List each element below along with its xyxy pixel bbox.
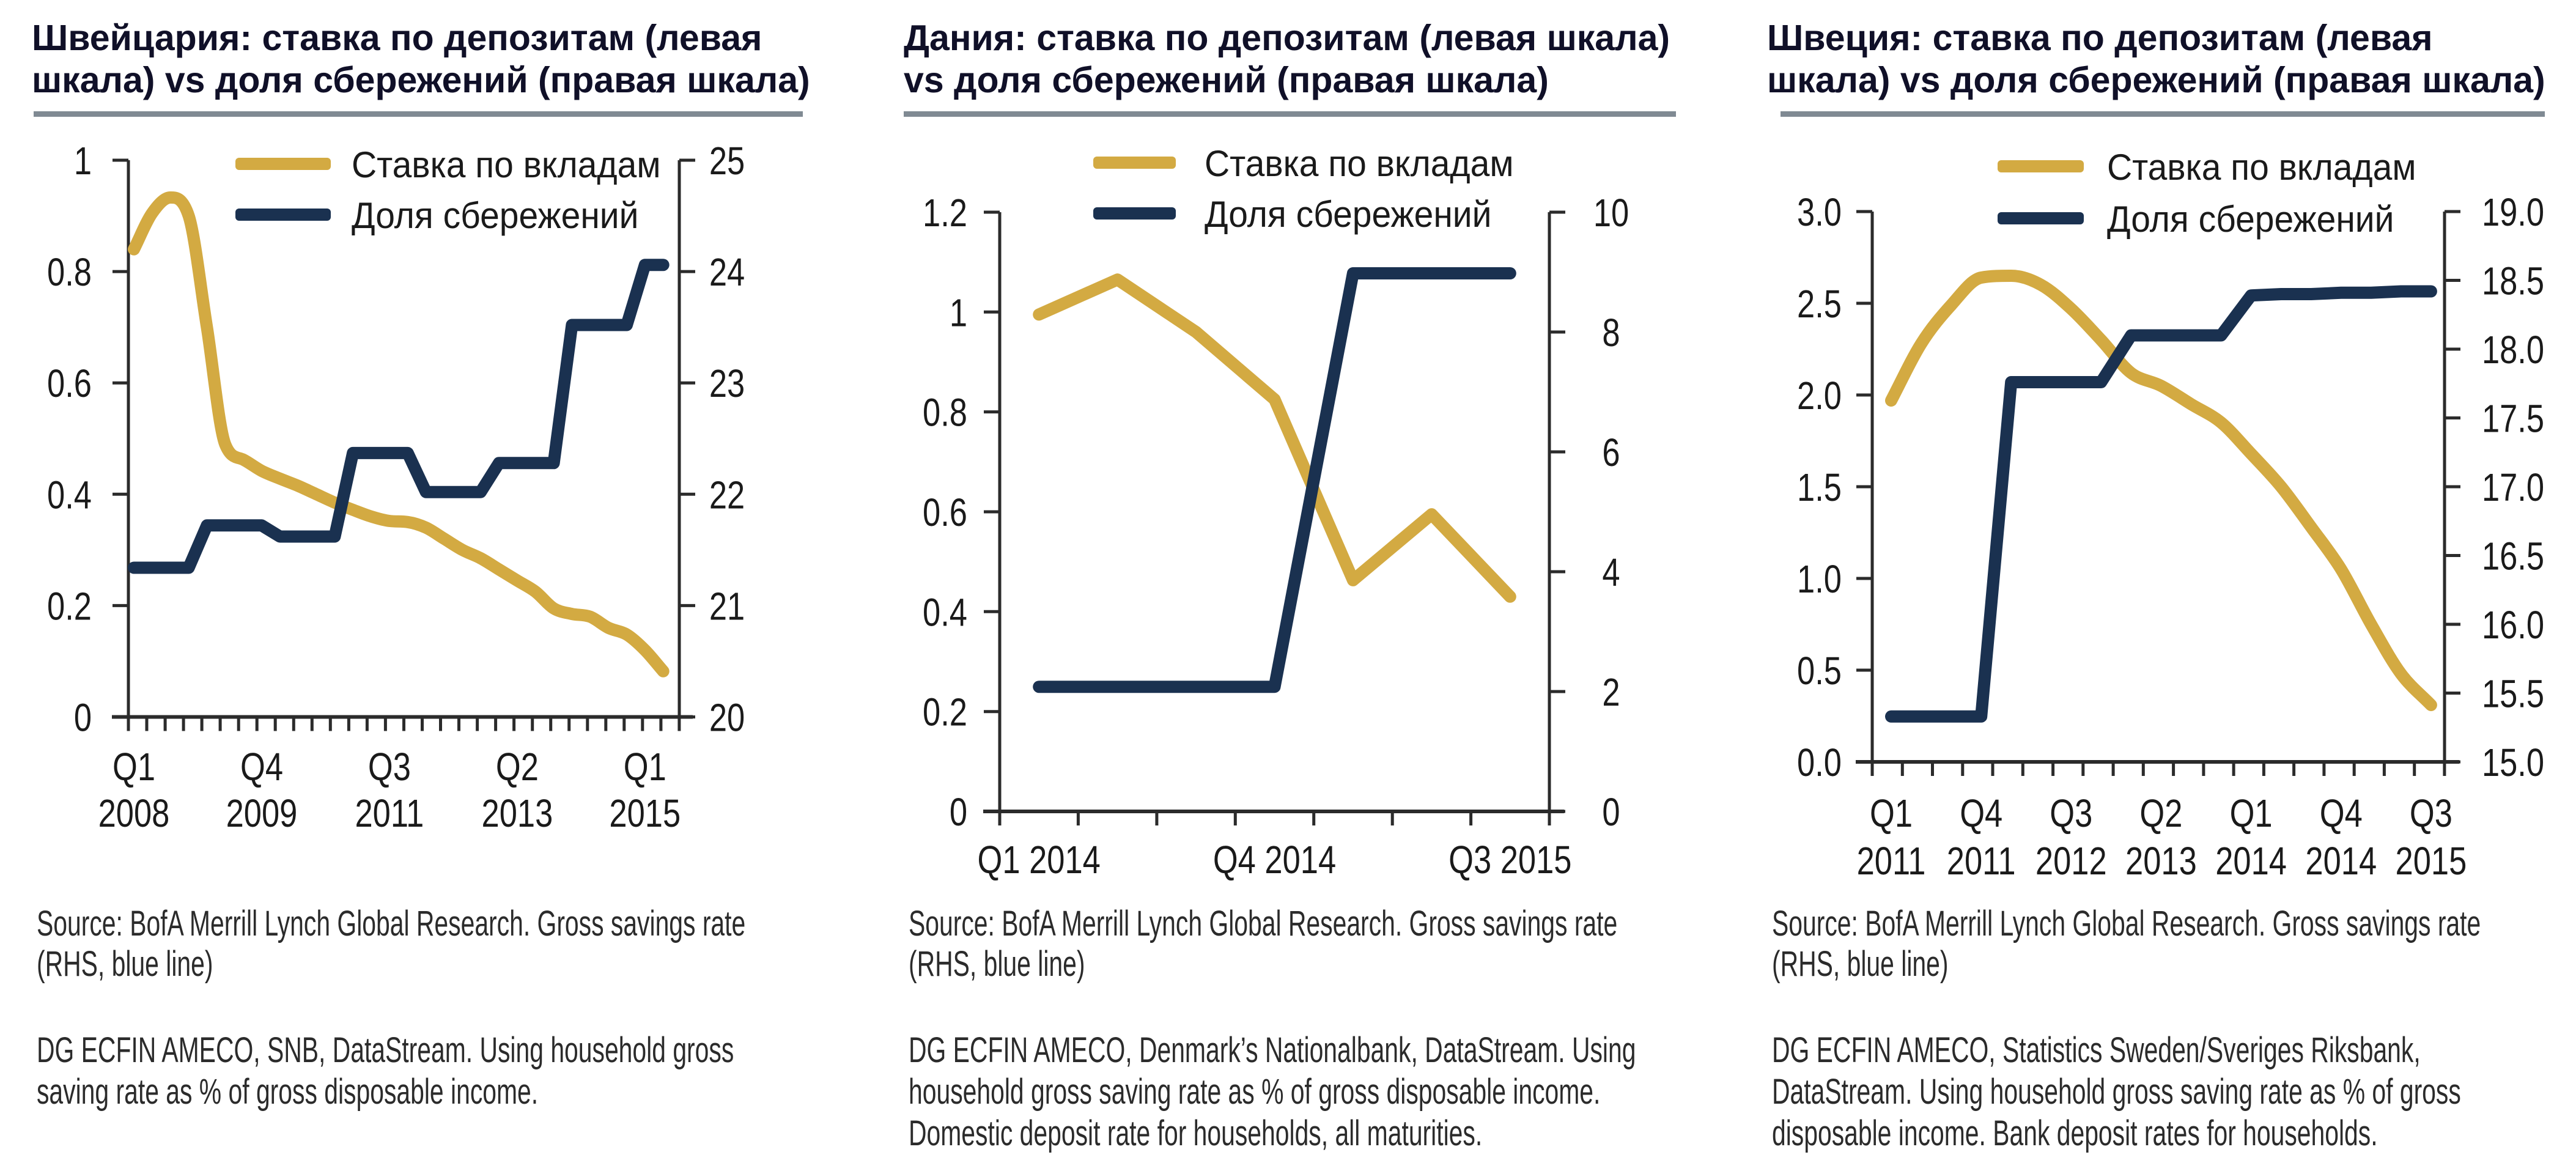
svg-text:Швейцария: ставка по депозитам: Швейцария: ставка по депозитам (левая xyxy=(32,18,762,58)
svg-text:Source: BofA Merrill Lynch Glo: Source: BofA Merrill Lynch Global Resear… xyxy=(1772,904,2481,943)
svg-text:Q1: Q1 xyxy=(113,745,155,789)
svg-text:DG ECFIN AMECO, SNB, DataStrea: DG ECFIN AMECO, SNB, DataStream. Using h… xyxy=(37,1030,734,1070)
svg-text:0.4: 0.4 xyxy=(47,473,92,517)
svg-text:1.2: 1.2 xyxy=(923,191,967,235)
svg-text:2014: 2014 xyxy=(2305,840,2377,883)
svg-text:Q1: Q1 xyxy=(624,745,666,789)
svg-text:Q1 2014: Q1 2014 xyxy=(978,838,1101,882)
svg-text:2014: 2014 xyxy=(2215,840,2287,883)
svg-text:0.0: 0.0 xyxy=(1797,741,1842,785)
svg-text:2013: 2013 xyxy=(482,792,553,835)
svg-text:Q3: Q3 xyxy=(2050,792,2092,835)
svg-text:DG ECFIN AMECO, Denmark’s Nati: DG ECFIN AMECO, Denmark’s Nationalbank, … xyxy=(909,1030,1636,1070)
svg-text:Q1: Q1 xyxy=(1870,792,1913,835)
svg-text:19.0: 19.0 xyxy=(2482,191,2544,234)
svg-text:1: 1 xyxy=(950,291,967,334)
svg-text:Source: BofA Merrill Lynch Glo: Source: BofA Merrill Lynch Global Resear… xyxy=(37,904,745,943)
svg-text:2012: 2012 xyxy=(2035,840,2107,883)
svg-text:DataStream. Using household gr: DataStream. Using household gross saving… xyxy=(1772,1072,2461,1112)
svg-text:23: 23 xyxy=(709,362,745,405)
svg-text:Ставка по вкладам: Ставка по вкладам xyxy=(2107,147,2416,188)
svg-text:18.0: 18.0 xyxy=(2482,328,2544,372)
svg-text:25: 25 xyxy=(709,139,745,183)
svg-text:8: 8 xyxy=(1602,311,1620,355)
svg-text:(RHS, blue line): (RHS, blue line) xyxy=(909,944,1085,984)
svg-text:шкала) vs доля сбережений (пра: шкала) vs доля сбережений (правая шкала) xyxy=(1767,60,2545,100)
svg-text:Ставка по вкладам: Ставка по вкладам xyxy=(352,145,661,186)
svg-text:24: 24 xyxy=(709,251,745,294)
svg-text:(RHS, blue line): (RHS, blue line) xyxy=(37,944,213,984)
svg-text:Q2: Q2 xyxy=(2139,792,2182,835)
svg-text:Q4: Q4 xyxy=(240,745,283,789)
svg-text:2009: 2009 xyxy=(226,792,298,835)
svg-text:4: 4 xyxy=(1602,551,1620,594)
svg-text:Ставка по вкладам: Ставка по вкладам xyxy=(1205,144,1514,185)
svg-text:Q3: Q3 xyxy=(368,745,411,789)
svg-text:0: 0 xyxy=(950,791,967,834)
svg-text:0.6: 0.6 xyxy=(47,362,92,405)
svg-text:Domestic deposit rate for hous: Domestic deposit rate for households, al… xyxy=(909,1113,1482,1153)
svg-text:Q2: Q2 xyxy=(496,745,539,789)
svg-text:0.6: 0.6 xyxy=(923,491,967,534)
svg-text:0.4: 0.4 xyxy=(923,591,967,634)
svg-text:18.5: 18.5 xyxy=(2482,260,2544,303)
svg-text:Q4 2014: Q4 2014 xyxy=(1213,838,1336,882)
svg-text:0: 0 xyxy=(1602,791,1620,834)
svg-text:0.2: 0.2 xyxy=(923,691,967,734)
svg-text:6: 6 xyxy=(1602,431,1620,474)
svg-text:2008: 2008 xyxy=(98,792,170,835)
svg-text:0.5: 0.5 xyxy=(1797,649,1842,693)
svg-text:0: 0 xyxy=(74,696,92,740)
svg-text:saving rate as % of gross disp: saving rate as % of gross disposable inc… xyxy=(37,1072,538,1112)
svg-text:Source: BofA Merrill Lynch Glo: Source: BofA Merrill Lynch Global Resear… xyxy=(909,904,1617,943)
svg-text:Q4: Q4 xyxy=(2320,792,2363,835)
svg-text:Q1: Q1 xyxy=(2230,792,2273,835)
svg-text:1: 1 xyxy=(74,139,92,183)
svg-text:3.0: 3.0 xyxy=(1797,191,1842,234)
svg-text:vs доля сбережений (правая шка: vs доля сбережений (правая шкала) xyxy=(904,60,1549,100)
svg-text:22: 22 xyxy=(709,473,745,517)
svg-text:15.5: 15.5 xyxy=(2482,673,2544,716)
svg-text:2.0: 2.0 xyxy=(1797,374,1842,418)
svg-text:10: 10 xyxy=(1593,191,1629,235)
svg-text:20: 20 xyxy=(709,696,745,740)
svg-text:17.5: 17.5 xyxy=(2482,397,2544,441)
svg-text:2013: 2013 xyxy=(2125,840,2197,883)
svg-text:(RHS, blue line): (RHS, blue line) xyxy=(1772,944,1948,984)
svg-text:Доля сбережений: Доля сбережений xyxy=(352,196,638,237)
svg-text:DG ECFIN AMECO, Statistics Swe: DG ECFIN AMECO, Statistics Sweden/Sverig… xyxy=(1772,1030,2421,1070)
svg-text:2: 2 xyxy=(1602,671,1620,714)
svg-text:Q4: Q4 xyxy=(1960,792,2002,835)
svg-text:Доля сбережений: Доля сбережений xyxy=(1205,194,1491,235)
svg-text:0.2: 0.2 xyxy=(47,585,92,629)
svg-text:1.5: 1.5 xyxy=(1797,466,1842,509)
svg-text:16.5: 16.5 xyxy=(2482,535,2544,578)
svg-text:1.0: 1.0 xyxy=(1797,558,1842,601)
svg-text:0.8: 0.8 xyxy=(47,251,92,294)
svg-text:Швеция: ставка по депозитам (л: Швеция: ставка по депозитам (левая xyxy=(1767,18,2433,58)
svg-text:21: 21 xyxy=(709,585,745,629)
svg-text:disposable income. Bank deposi: disposable income. Bank deposit rates fo… xyxy=(1772,1113,2378,1153)
svg-text:15.0: 15.0 xyxy=(2482,741,2544,785)
svg-text:Дания: ставка по депозитам (ле: Дания: ставка по депозитам (левая шкала) xyxy=(904,18,1670,58)
svg-text:Доля сбережений: Доля сбережений xyxy=(2107,199,2394,240)
svg-text:2.5: 2.5 xyxy=(1797,282,1842,326)
svg-text:16.0: 16.0 xyxy=(2482,604,2544,647)
svg-text:2011: 2011 xyxy=(355,792,424,835)
svg-text:Q3 2015: Q3 2015 xyxy=(1449,838,1571,882)
svg-text:0.8: 0.8 xyxy=(923,391,967,435)
svg-text:2011: 2011 xyxy=(1947,840,2016,883)
svg-text:Q3: Q3 xyxy=(2410,792,2452,835)
svg-text:household gross saving rate as: household gross saving rate as % of gros… xyxy=(909,1072,1600,1112)
svg-text:2015: 2015 xyxy=(609,792,681,835)
svg-text:2011: 2011 xyxy=(1857,840,1926,883)
svg-text:17.0: 17.0 xyxy=(2482,466,2544,509)
svg-text:шкала) vs доля сбережений (пра: шкала) vs доля сбережений (правая шкала) xyxy=(32,60,810,100)
svg-text:2015: 2015 xyxy=(2396,840,2467,883)
